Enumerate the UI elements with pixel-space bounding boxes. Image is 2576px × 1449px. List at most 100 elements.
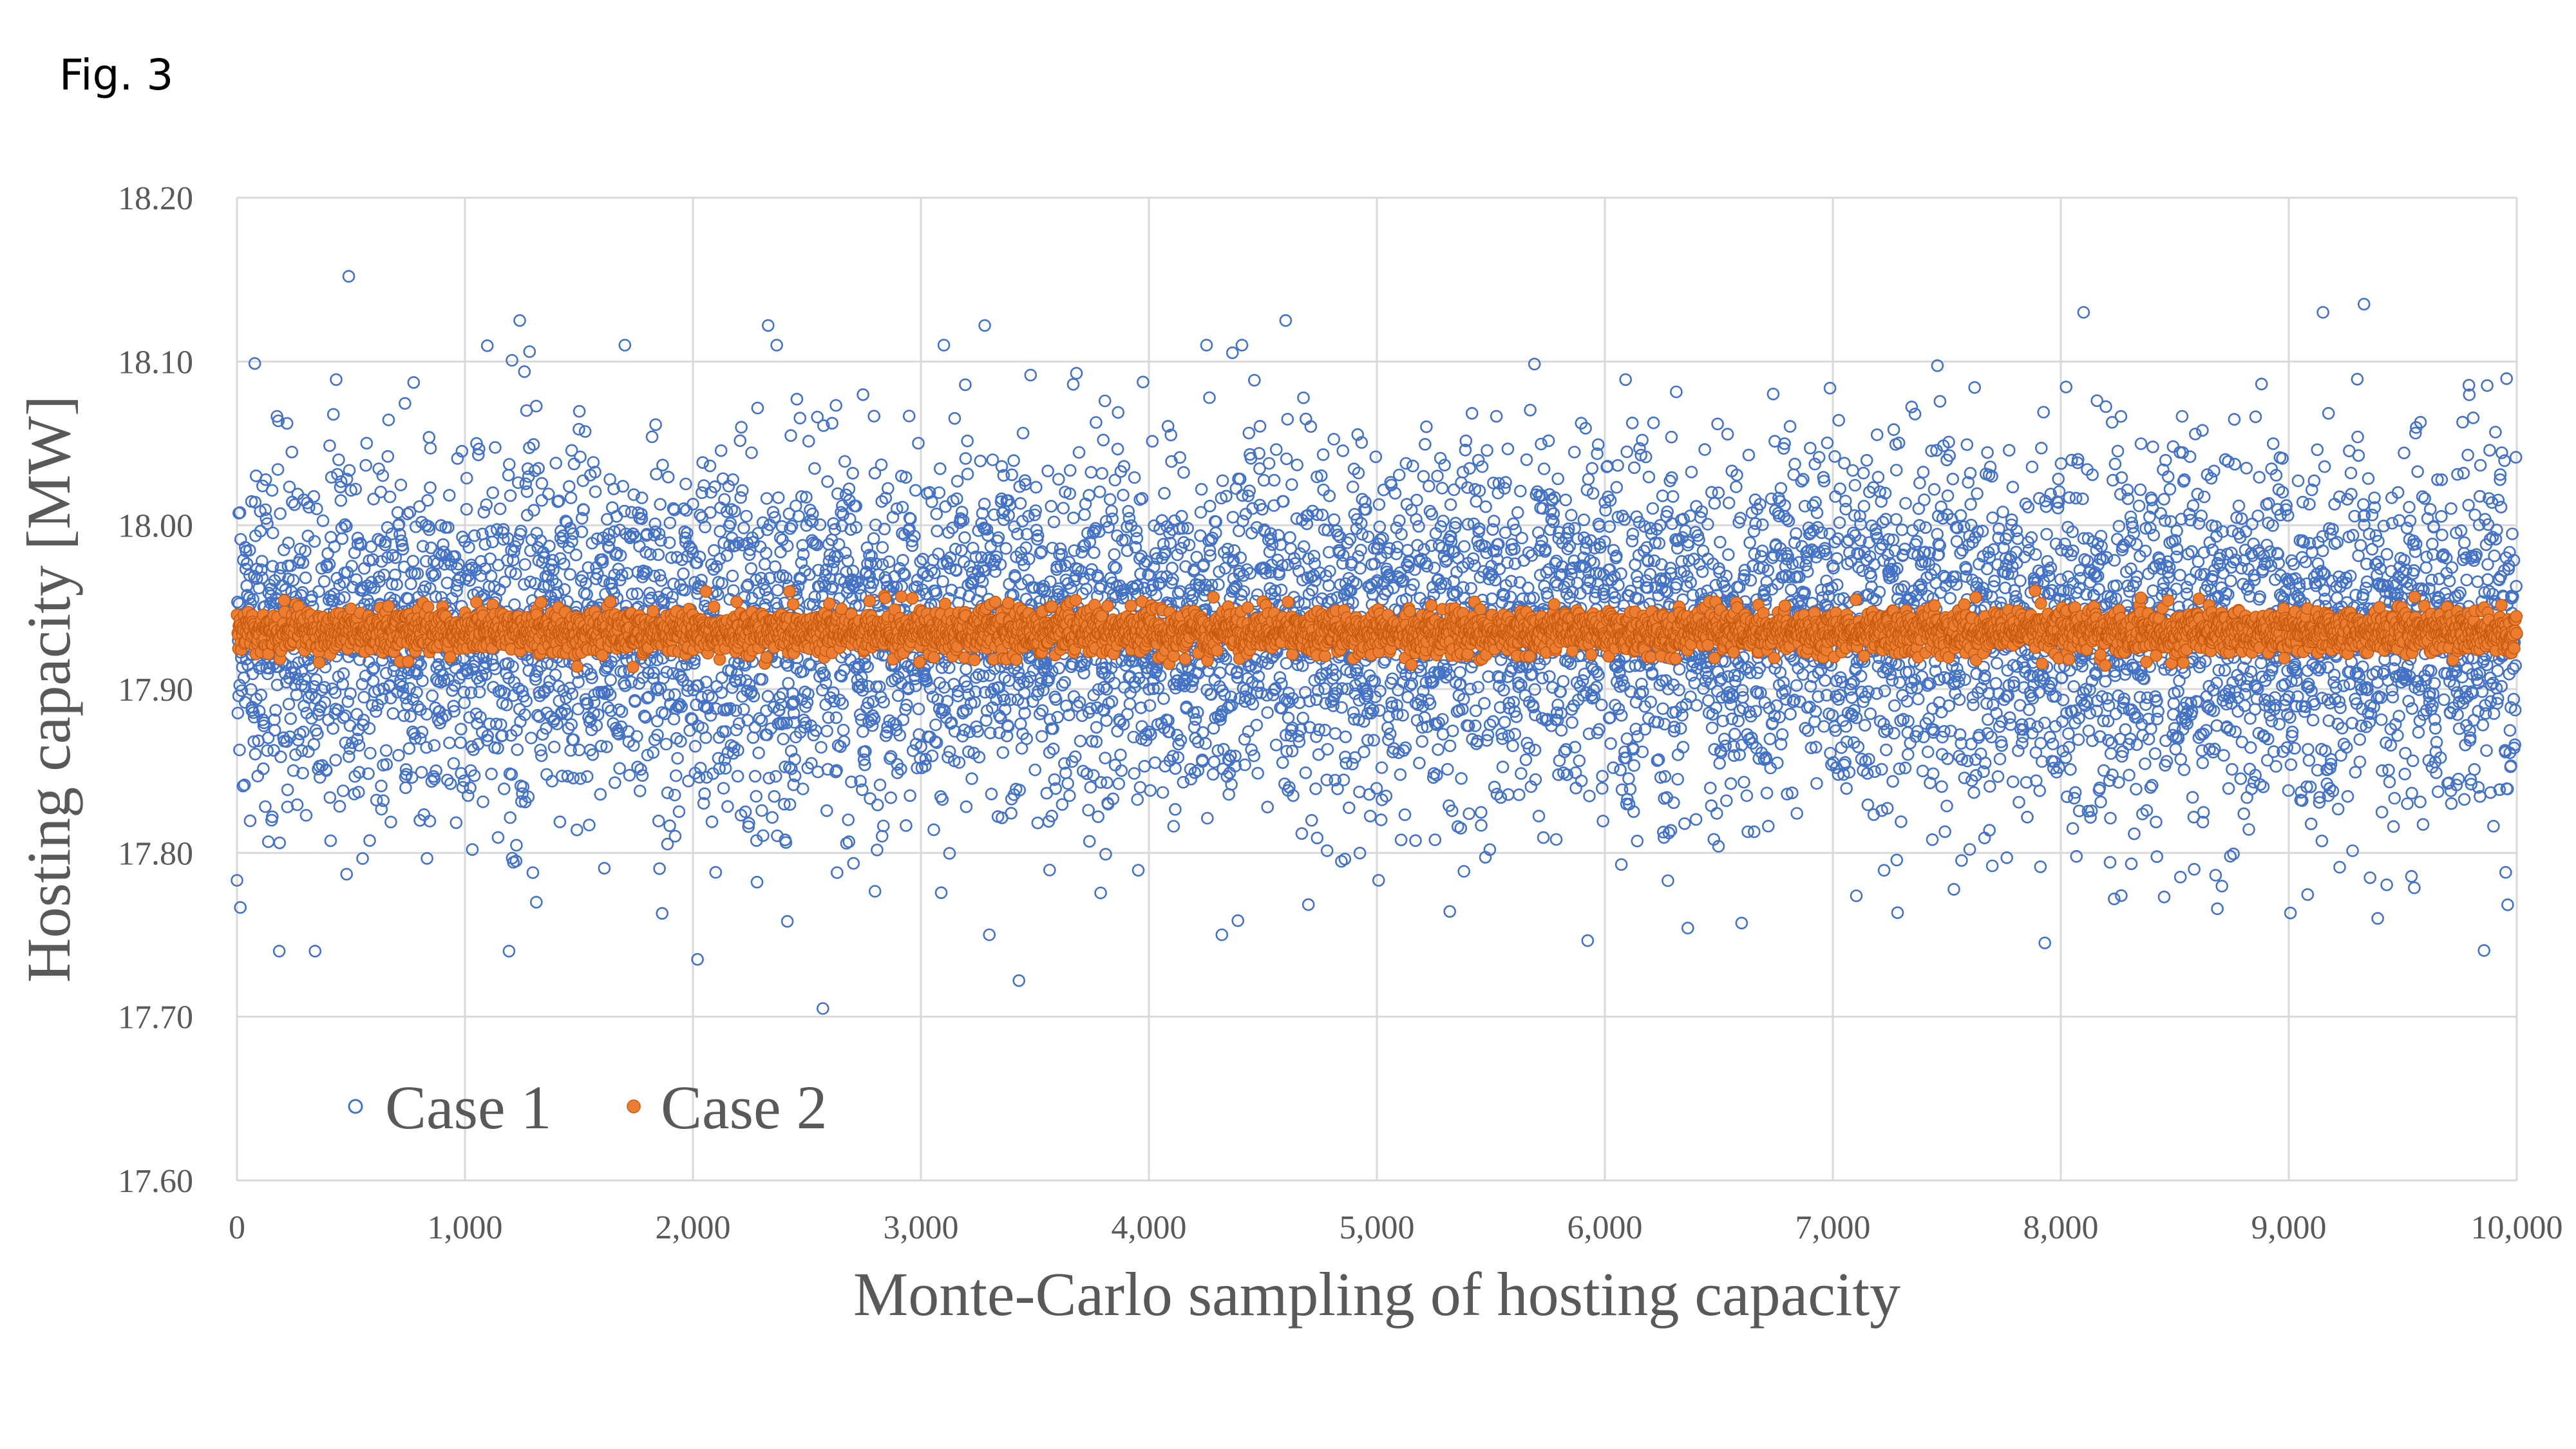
case-1-point <box>663 819 676 832</box>
case-1-point <box>761 728 773 741</box>
case-1-point <box>1295 827 1309 840</box>
case-1-point <box>261 517 274 530</box>
case-1-point <box>663 516 677 529</box>
case-1-point <box>1604 737 1617 750</box>
case-1-point <box>704 506 717 519</box>
case-1-point <box>644 547 657 561</box>
case-1-point <box>567 457 581 471</box>
case-1-point <box>800 491 813 504</box>
case-1-point <box>261 835 275 848</box>
case-1-point <box>535 477 549 490</box>
case-1-point <box>1704 781 1717 795</box>
case-1-point <box>565 444 578 457</box>
case-1-point <box>784 744 798 757</box>
case-1-point <box>871 799 884 811</box>
case-1-point <box>755 673 769 686</box>
case-1-point <box>884 750 898 763</box>
case-1-point <box>574 450 587 464</box>
case-1-point <box>902 683 915 696</box>
case-1-point <box>705 815 719 828</box>
case-1-point <box>759 583 772 597</box>
case-1-point <box>426 689 439 703</box>
case-1-point <box>1131 793 1144 806</box>
case-1-point <box>884 791 897 804</box>
case-1-point <box>855 677 868 691</box>
case-1-point <box>645 430 659 444</box>
case-1-point <box>423 582 437 595</box>
case-1-point <box>1281 413 1294 426</box>
case-1-point <box>267 744 280 757</box>
case-1-point <box>1005 468 1018 482</box>
case-1-point <box>518 708 531 721</box>
case-1-point <box>529 399 543 413</box>
case-1-point <box>1748 825 1761 838</box>
case-1-point <box>1090 721 1103 734</box>
case-1-point <box>285 446 299 459</box>
case-1-point <box>795 490 808 503</box>
case-1-point <box>289 678 302 692</box>
case-1-point <box>739 805 752 819</box>
case-1-point <box>489 717 503 730</box>
case-1-point <box>299 809 313 822</box>
case-1-point <box>1666 490 1680 503</box>
case-1-point <box>779 761 791 773</box>
case-1-point <box>651 728 664 742</box>
case-1-point <box>609 721 623 735</box>
case-1-point <box>496 729 509 742</box>
case-1-point <box>565 718 578 731</box>
case-1-point <box>673 697 687 711</box>
case-1-point <box>1121 708 1134 721</box>
case-1-point <box>1248 374 1261 387</box>
case-1-point <box>1712 486 1725 500</box>
case-1-point <box>379 667 393 680</box>
case-1-point <box>667 667 679 680</box>
case-1-point <box>669 769 683 782</box>
case-1-point <box>1532 810 1546 822</box>
case-1-point <box>1410 493 1423 507</box>
case-1-point <box>247 706 260 719</box>
case-1-point <box>1084 781 1097 794</box>
case-1-point <box>562 541 575 554</box>
case-1-point <box>1832 413 1845 427</box>
case-1-point <box>323 439 336 452</box>
case-1-point <box>348 546 361 560</box>
case-1-point <box>719 762 732 775</box>
case-1-point <box>577 503 591 516</box>
case-1-point <box>1627 461 1641 475</box>
case-1-point <box>1201 811 1214 825</box>
case-1-point <box>661 837 674 851</box>
case-1-point <box>904 789 916 802</box>
case-1-point <box>1738 775 1750 789</box>
case-1-point <box>341 695 355 708</box>
case-1-point <box>710 560 723 573</box>
case-1-point <box>842 835 855 848</box>
case-1-point <box>454 736 467 749</box>
case-1-point <box>1128 471 1141 484</box>
case-1-point <box>743 678 756 691</box>
case-1-point <box>1412 520 1425 533</box>
case-1-point <box>650 681 663 695</box>
case-1-point <box>784 429 797 442</box>
case-1-point <box>1625 416 1639 430</box>
case-1-point <box>880 726 894 739</box>
case-1-point <box>1276 756 1289 769</box>
case-1-points <box>231 270 2523 1015</box>
case-1-point <box>384 815 397 829</box>
case-1-point <box>735 421 748 434</box>
case-1-point <box>406 725 419 739</box>
case-1-point <box>876 558 889 571</box>
case-1-point <box>623 769 636 782</box>
case-1-point <box>820 804 833 817</box>
case-1-point <box>630 730 643 743</box>
case-1-point <box>737 521 750 535</box>
case-1-point <box>1092 810 1104 823</box>
case-1-point <box>1607 761 1620 774</box>
case-1-point <box>1052 473 1065 486</box>
case-1-point <box>800 696 814 709</box>
case-1-point <box>755 804 768 817</box>
case-1-point <box>481 729 495 743</box>
case-1-point <box>610 509 623 523</box>
case-1-point <box>1251 766 1264 780</box>
case-1-point <box>413 732 427 745</box>
case-1-point <box>1269 739 1283 752</box>
